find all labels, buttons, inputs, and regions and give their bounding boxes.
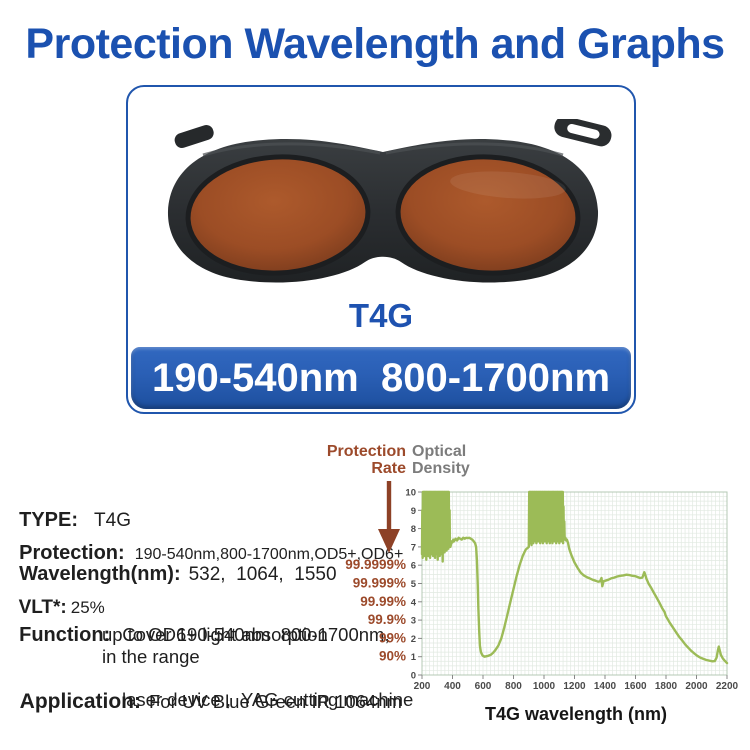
svg-text:1600: 1600 — [624, 681, 647, 692]
spec-wavelength-value: 532, 1064, 1550 — [188, 564, 337, 585]
lens-glare — [450, 171, 566, 199]
spec-application-line1: For UV Blue Green IR 1064nm — [149, 691, 402, 712]
optical-density-label-line1: Optical — [412, 443, 467, 460]
wavelength-banner-text: 190-540nm 800-1700nm — [151, 356, 611, 400]
svg-text:99.999%: 99.999% — [353, 576, 406, 591]
svg-text:1: 1 — [411, 652, 417, 663]
left-temple — [174, 124, 214, 148]
spec-type-label: TYPE: — [19, 509, 79, 531]
svg-text:0: 0 — [411, 671, 416, 682]
svg-text:600: 600 — [475, 681, 492, 692]
spec-application: Application: For UV Blue Green IR 1064nm — [8, 666, 402, 714]
spec-vlt-label: VLT*: — [18, 597, 67, 618]
protection-rate-label: Protection Rate — [298, 443, 406, 477]
page-title: Protection Wavelength and Graphs — [25, 20, 725, 68]
svg-text:1400: 1400 — [594, 681, 617, 692]
product-card: T4G 190-540nm 800-1700nm — [126, 85, 636, 414]
spec-protection-value: 190-540nm,800-1700nm,OD5+,OD6+ — [134, 546, 404, 563]
spec-wavelength: Wavelength(nm): 532, 1064, 1550 — [8, 540, 337, 586]
svg-text:1200: 1200 — [563, 681, 586, 692]
svg-text:6: 6 — [411, 561, 416, 572]
spec-application-label: Application: — [19, 690, 141, 713]
spec-type-value: T4G — [94, 510, 131, 531]
svg-text:2: 2 — [411, 634, 416, 645]
chart-x-axis-title: T4G wavelength (nm) — [484, 704, 668, 724]
spec-protection: Protection: 190-540nm,800-1700nm,OD5+,OD6… — [8, 519, 403, 565]
spec-application-line2: laser device , YAG cutting machine — [122, 689, 414, 710]
spec-protection-label: Protection: — [19, 542, 125, 564]
svg-text:3: 3 — [411, 616, 416, 627]
spec-vlt-value: 25% — [70, 598, 105, 617]
svg-text:7: 7 — [411, 542, 416, 553]
svg-text:200: 200 — [414, 681, 431, 692]
spec-function-line1: Cover 190-540nm 800-1700nm, — [122, 624, 390, 645]
svg-text:800: 800 — [505, 681, 522, 692]
svg-text:1800: 1800 — [655, 681, 678, 692]
svg-text:8: 8 — [411, 524, 416, 535]
protection-rate-label-line2: Rate — [371, 459, 406, 477]
spec-function-label: Function: — [19, 624, 111, 646]
svg-text:99.9%: 99.9% — [368, 612, 406, 627]
protection-rate-label-line1: Protection — [326, 443, 406, 460]
right-temple-loop — [554, 119, 612, 147]
spec-type: TYPE: T4G — [8, 486, 131, 532]
svg-text:99.9999%: 99.9999% — [345, 557, 406, 572]
spec-wavelength-label: Wavelength(nm): — [19, 563, 181, 585]
frame-highlight — [202, 142, 564, 157]
svg-text:90%: 90% — [379, 649, 406, 664]
right-lens — [395, 154, 581, 276]
svg-text:10: 10 — [405, 488, 416, 499]
down-arrow-icon — [378, 481, 400, 553]
spec-function-line3: in the range — [102, 646, 200, 667]
svg-text:99.99%: 99.99% — [360, 594, 406, 609]
safety-glasses-image — [167, 119, 612, 283]
svg-text:5: 5 — [411, 579, 417, 590]
wavelength-banner: 190-540nm 800-1700nm — [131, 347, 631, 409]
svg-text:2200: 2200 — [716, 681, 739, 692]
svg-text:99%: 99% — [379, 630, 406, 645]
protection-chart: 200 400 600 800 1000 1200 1400 1600 1800 2000 2200… — [345, 488, 739, 693]
spec-vlt: VLT*: 25% — [8, 575, 105, 619]
optical-density-label-line2: Density — [412, 459, 470, 477]
svg-text:1000: 1000 — [533, 681, 556, 692]
svg-text:2000: 2000 — [685, 681, 708, 692]
svg-text:9: 9 — [411, 506, 416, 517]
spec-function: Function: Cover 190-540nm 800-1700nm, — [8, 601, 390, 647]
optical-density-label: Optical Density — [412, 443, 522, 477]
svg-text:400: 400 — [444, 681, 461, 692]
svg-text:4: 4 — [411, 597, 417, 608]
left-lens — [185, 154, 371, 276]
model-caption: T4G — [348, 297, 414, 334]
spec-function-line2: up to OD6+ light absorption — [102, 624, 328, 645]
